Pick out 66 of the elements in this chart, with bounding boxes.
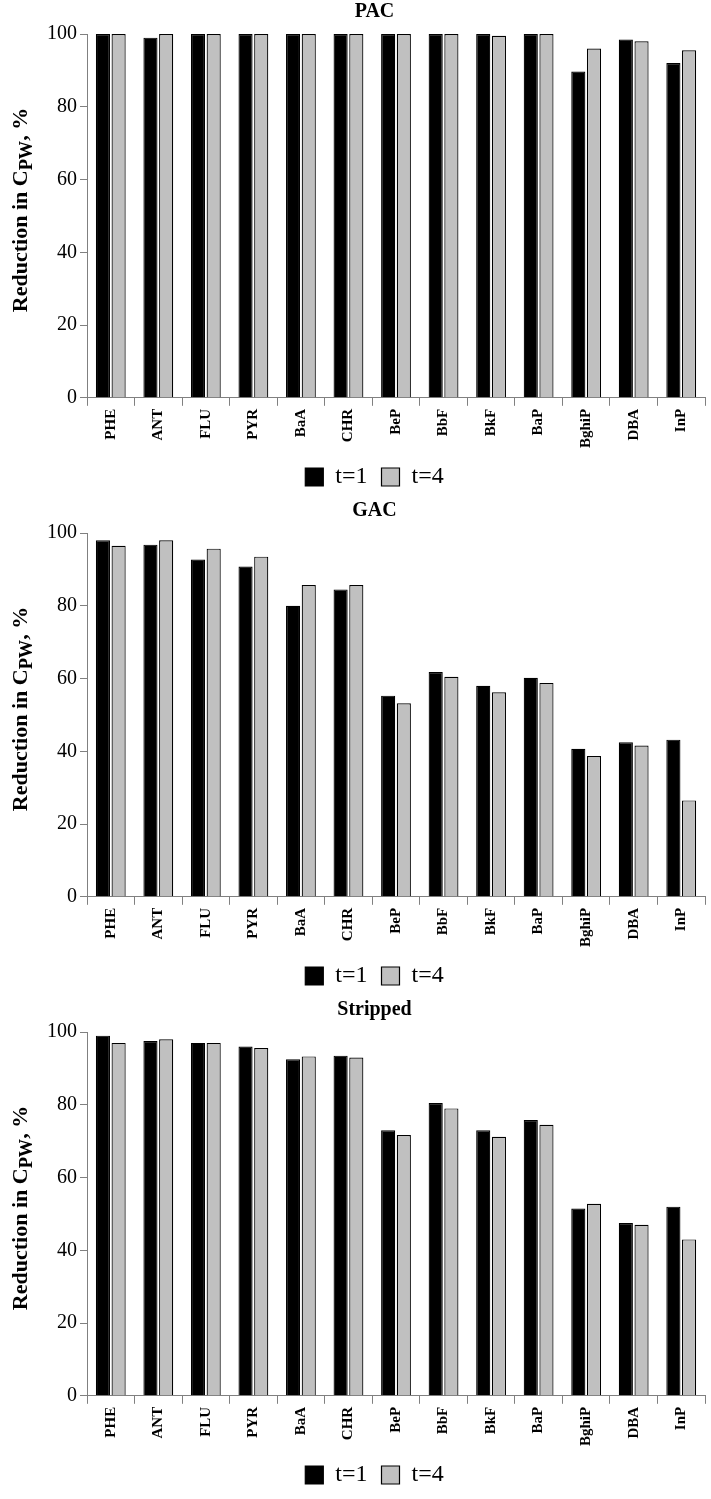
chart-title: GAC (352, 498, 397, 521)
x-tick-label: BeP (386, 408, 403, 435)
x-tick-label: ANT (149, 408, 166, 441)
y-tick-label: 20 (57, 811, 77, 834)
legend-label: t=1 (335, 961, 368, 988)
y-tick-label: 100 (47, 21, 77, 44)
x-tick-label: BkF (481, 907, 498, 936)
x-tick-label: BaP (529, 907, 546, 935)
y-tick-label: 40 (57, 239, 77, 262)
x-tick-label: BghiP (577, 907, 594, 948)
x-tick-label: BkF (481, 1406, 498, 1435)
x-tick-label: BaA (291, 907, 308, 937)
x-tick-label: FLU (196, 408, 213, 439)
y-tick-label: 20 (57, 1310, 77, 1333)
x-tick-label: BaA (291, 408, 308, 438)
x-tick-label: BbF (434, 907, 451, 936)
y-tick-label: 60 (57, 166, 77, 189)
x-tick-label: CHR (339, 907, 356, 942)
x-tick-label: BaP (529, 1406, 546, 1434)
x-tick-label: PHE (101, 408, 118, 440)
y-tick-label: 20 (57, 312, 77, 335)
x-tick-label: PHE (101, 1406, 118, 1438)
y-tick-label: 0 (67, 385, 77, 408)
x-tick-label: InP (672, 1406, 689, 1431)
legend-label: t=4 (411, 961, 444, 988)
x-tick-label: DBA (624, 907, 641, 940)
x-tick-label: BghiP (577, 408, 594, 449)
x-tick-label: BeP (386, 1406, 403, 1433)
x-tick-label: BeP (386, 907, 403, 934)
x-tick-label: ANT (149, 1406, 166, 1439)
x-tick-label: FLU (196, 907, 213, 938)
y-tick-label: 80 (57, 593, 77, 616)
legend-label: t=4 (411, 462, 444, 489)
x-tick-label: InP (672, 907, 689, 932)
x-tick-label: DBA (624, 408, 641, 441)
x-tick-label: ANT (149, 907, 166, 940)
chart-title: Stripped (337, 997, 412, 1021)
x-tick-label: CHR (339, 1406, 356, 1441)
x-tick-label: PYR (244, 1406, 261, 1438)
y-tick-label: 40 (57, 738, 77, 761)
y-tick-label: 60 (57, 665, 77, 688)
x-tick-label: BaA (291, 1406, 308, 1436)
y-tick-label: 80 (57, 94, 77, 117)
y-tick-label: 60 (57, 1164, 77, 1187)
y-tick-label: 0 (67, 884, 77, 907)
y-tick-label: 40 (57, 1237, 77, 1260)
y-tick-label: 100 (47, 520, 77, 543)
x-tick-label: BbF (434, 408, 451, 437)
x-tick-label: InP (672, 408, 689, 433)
x-tick-label: BbF (434, 1406, 451, 1435)
x-tick-label: CHR (339, 408, 356, 443)
x-tick-label: PYR (244, 408, 261, 440)
x-tick-label: BghiP (577, 1406, 594, 1447)
legend-label: t=4 (411, 1460, 444, 1487)
y-tick-label: 0 (67, 1383, 77, 1406)
x-tick-label: FLU (196, 1406, 213, 1437)
x-tick-label: PYR (244, 907, 261, 939)
x-tick-label: PHE (101, 907, 118, 939)
x-tick-label: BkF (481, 408, 498, 437)
legend-label: t=1 (335, 462, 368, 489)
x-tick-label: BaP (529, 408, 546, 436)
chart-title: PAC (354, 0, 395, 22)
x-tick-label: DBA (624, 1406, 641, 1439)
legend-label: t=1 (335, 1460, 368, 1487)
y-tick-label: 100 (47, 1019, 77, 1042)
y-tick-label: 80 (57, 1092, 77, 1115)
